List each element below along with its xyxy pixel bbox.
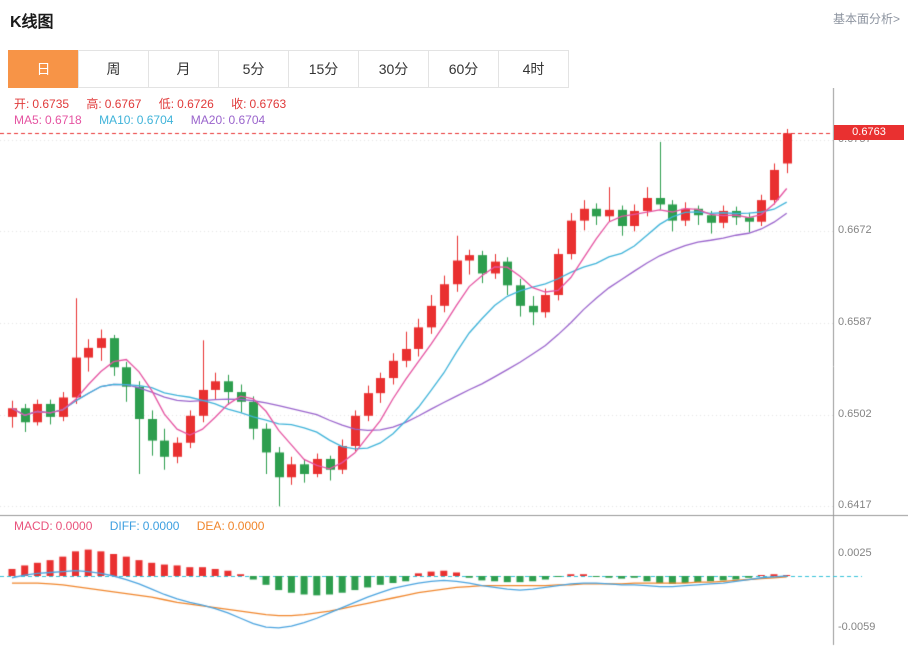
low-value: 0.6726 xyxy=(177,97,214,111)
close-value: 0.6763 xyxy=(249,97,287,111)
high-label: 高: xyxy=(86,97,102,111)
price-axis-label: 0.6502 xyxy=(838,407,872,420)
macd-value-legend: MACD: 0.0000 xyxy=(14,519,93,533)
timeframe-tabs: 日 周 月 5分 15分 30分 60分 4时 xyxy=(8,50,569,88)
price-axis-label: 0.6587 xyxy=(838,316,872,329)
close-label: 收: xyxy=(231,97,247,111)
open-label: 开: xyxy=(14,97,30,111)
ma20-legend: MA20: 0.6704 xyxy=(190,113,266,127)
dea-value-legend: DEA: 0.0000 xyxy=(196,519,265,533)
tab-15min[interactable]: 15分 xyxy=(288,50,359,88)
tab-30min[interactable]: 30分 xyxy=(358,50,429,88)
ohlc-legend: 开: 0.6735 高: 0.6767 低: 0.6726 收: 0.6763 xyxy=(14,95,300,112)
ma-legend: MA5: 0.6718 MA10: 0.6704 MA20: 0.6704 xyxy=(14,113,279,127)
page-title: K线图 xyxy=(10,14,54,31)
current-price-tag: 0.6763 xyxy=(834,125,904,141)
fundamental-analysis-link[interactable]: 基本面分析> xyxy=(832,12,900,26)
ma5-legend: MA5: 0.6718 xyxy=(14,113,82,127)
macd-axis-label: 0.0025 xyxy=(838,547,872,559)
tab-60min[interactable]: 60分 xyxy=(428,50,499,88)
macd-legend: MACD: 0.0000 DIFF: 0.0000 DEA: 0.0000 xyxy=(14,519,278,533)
low-label: 低: xyxy=(158,97,175,111)
tab-5min[interactable]: 5分 xyxy=(218,50,289,88)
high-value: 0.6767 xyxy=(104,97,142,111)
price-axis-label: 0.6417 xyxy=(838,499,872,512)
kline-chart-canvas[interactable] xyxy=(0,88,908,648)
tab-week[interactable]: 周 xyxy=(78,50,149,88)
chart-area: 开: 0.6735 高: 0.6767 低: 0.6726 收: 0.6763 MA5:… xyxy=(0,88,908,648)
tab-month[interactable]: 月 xyxy=(148,50,219,88)
price-axis-label: 0.6672 xyxy=(838,224,872,237)
tab-day[interactable]: 日 xyxy=(8,50,79,88)
open-value: 0.6735 xyxy=(32,97,70,111)
diff-value-legend: DIFF: 0.0000 xyxy=(109,519,180,533)
tab-4hour[interactable]: 4时 xyxy=(498,50,569,88)
macd-axis-label: -0.0059 xyxy=(838,620,876,633)
ma10-legend: MA10: 0.6704 xyxy=(99,113,174,127)
